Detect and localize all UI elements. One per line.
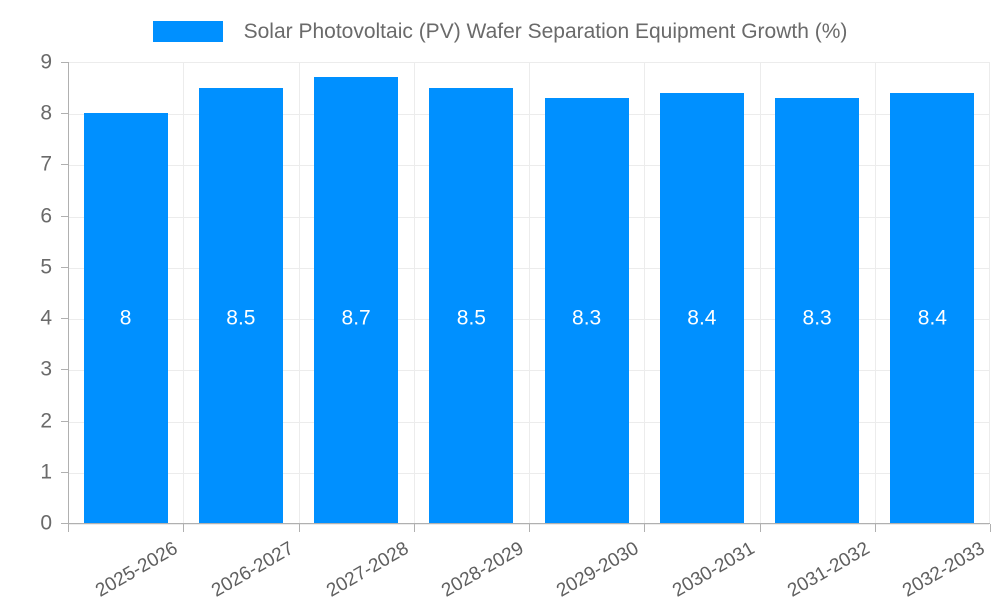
x-axis-tick-label: 2029-2030 bbox=[553, 538, 643, 600]
x-axis-tick-label: 2031-2032 bbox=[783, 538, 874, 600]
x-axis-tick-label: 2030-2031 bbox=[668, 538, 758, 600]
gridline-vertical bbox=[875, 63, 876, 523]
gridline-horizontal bbox=[68, 370, 989, 372]
y-axis-tick-label: 7 bbox=[40, 152, 52, 176]
y-axis-tick-label: 0 bbox=[40, 511, 52, 535]
x-axis-tick-mark bbox=[529, 524, 530, 532]
y-axis-tick-mark bbox=[61, 369, 68, 371]
bar[interactable] bbox=[429, 87, 514, 523]
x-axis-tick-label: 2027-2028 bbox=[322, 538, 413, 600]
gridline-horizontal bbox=[68, 524, 989, 525]
gridline-horizontal bbox=[68, 114, 989, 116]
y-axis-tick-mark bbox=[61, 62, 68, 63]
gridline-horizontal bbox=[68, 421, 989, 423]
plot-area bbox=[68, 62, 990, 525]
bar[interactable] bbox=[544, 97, 629, 523]
y-axis-tick-mark bbox=[61, 113, 68, 115]
x-axis-tick-mark bbox=[875, 524, 876, 532]
y-axis-tick-mark bbox=[61, 215, 68, 217]
x-axis-tick-label: 2028-2029 bbox=[438, 538, 528, 600]
x-axis-line bbox=[68, 523, 990, 524]
bar[interactable] bbox=[83, 113, 168, 523]
gridline-vertical bbox=[414, 63, 415, 523]
gridline-vertical bbox=[760, 63, 761, 523]
gridline-vertical bbox=[183, 63, 184, 523]
x-axis-tick-label: 2026-2027 bbox=[207, 538, 297, 600]
y-axis-tick-label: 3 bbox=[40, 357, 52, 381]
x-axis-tick-mark bbox=[644, 524, 645, 532]
y-axis-tick-mark bbox=[61, 266, 68, 268]
y-axis-tick-mark bbox=[61, 420, 68, 422]
x-axis-tick-mark bbox=[183, 524, 184, 532]
y-axis-tick-label: 9 bbox=[40, 50, 52, 74]
bar[interactable] bbox=[659, 92, 744, 523]
gridline-vertical bbox=[529, 63, 530, 523]
bar[interactable] bbox=[314, 77, 399, 523]
gridline-horizontal bbox=[68, 165, 989, 167]
gridline-horizontal bbox=[68, 267, 989, 269]
gridline-vertical bbox=[299, 63, 300, 523]
x-axis-tick-label: 2025-2026 bbox=[92, 538, 182, 600]
x-axis-tick-mark bbox=[299, 524, 300, 532]
y-axis-tick-mark bbox=[61, 523, 68, 524]
x-axis-tick-mark bbox=[68, 524, 69, 532]
gridline-horizontal bbox=[68, 216, 989, 218]
bar[interactable] bbox=[775, 97, 860, 523]
bar[interactable] bbox=[198, 87, 283, 523]
chart-legend: Solar Photovoltaic (PV) Wafer Separation… bbox=[0, 14, 1000, 48]
gridline-horizontal bbox=[68, 319, 989, 321]
y-axis-tick-label: 4 bbox=[40, 306, 52, 330]
y-axis-tick-mark bbox=[61, 471, 68, 473]
y-axis-tick-label: 2 bbox=[40, 409, 52, 433]
y-axis-tick-labels: 0 1 2 3 4 5 6 7 8 9 bbox=[0, 0, 52, 600]
y-axis-tick-mark bbox=[61, 318, 68, 320]
x-axis-tick-mark bbox=[990, 524, 991, 532]
gridline-horizontal bbox=[68, 472, 989, 474]
y-axis-tick-mark bbox=[61, 164, 68, 166]
x-axis-tick-label: 2032-2033 bbox=[899, 538, 989, 600]
gridline-vertical bbox=[644, 63, 645, 523]
y-axis-line bbox=[68, 62, 69, 523]
legend-color-swatch bbox=[152, 20, 223, 42]
y-axis-tick-label: 1 bbox=[40, 460, 52, 484]
legend-label: Solar Photovoltaic (PV) Wafer Separation… bbox=[243, 19, 848, 43]
y-axis-tick-label: 5 bbox=[40, 255, 52, 279]
y-axis-tick-label: 6 bbox=[40, 204, 52, 228]
x-axis-tick-mark bbox=[414, 524, 415, 532]
y-axis-tick-label: 8 bbox=[40, 101, 52, 125]
bar[interactable] bbox=[890, 92, 975, 523]
x-axis-tick-mark bbox=[760, 524, 761, 532]
